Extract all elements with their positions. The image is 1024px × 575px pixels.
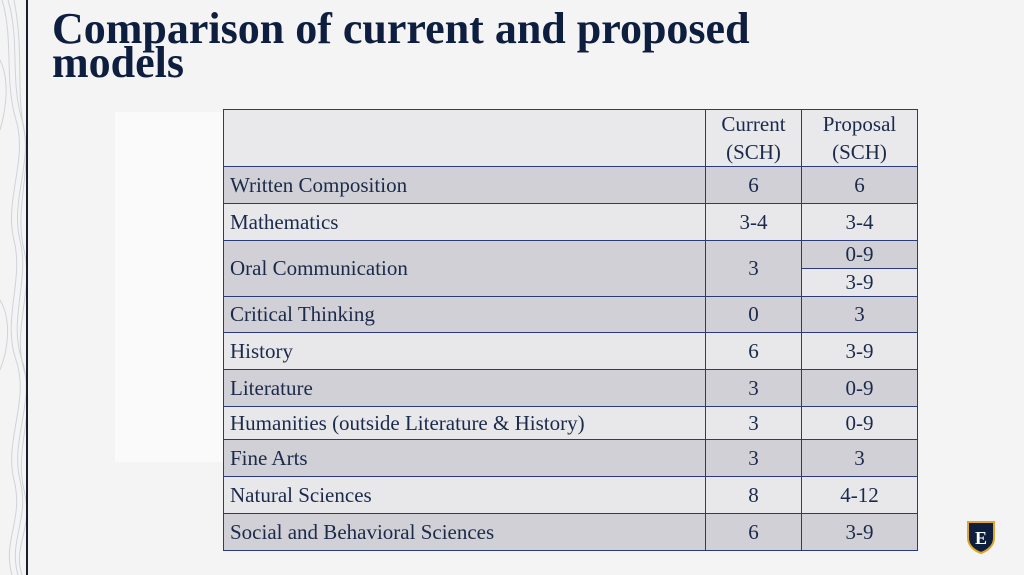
current-cell: 3: [705, 369, 802, 407]
table-row: Oral Communication 3 0-9: [223, 240, 918, 297]
current-cell: 6: [705, 513, 802, 551]
current-cell: 8: [705, 476, 802, 514]
subject-cell: Fine Arts: [223, 439, 706, 477]
current-cell: 3-4: [705, 203, 802, 241]
left-border-line: [26, 0, 28, 575]
proposal-cell: 4-12: [801, 476, 918, 514]
table-row: Written Composition 6 6: [223, 166, 918, 204]
proposal-cell: 3: [801, 296, 918, 333]
subject-cell: History: [223, 332, 706, 370]
table-row: Mathematics 3-4 3-4: [223, 203, 918, 241]
current-cell: 6: [705, 332, 802, 370]
subject-cell: Oral Communication: [223, 240, 706, 297]
table-subrow: 3-9: [224, 268, 918, 297]
current-cell: 3: [705, 406, 802, 440]
proposal-cell: 0-9: [801, 369, 918, 407]
logo-letter: E: [975, 528, 987, 548]
header-proposal: Proposal (SCH): [801, 109, 918, 167]
proposal-cell-a: 0-9: [801, 240, 918, 269]
topographic-pattern: [0, 0, 29, 575]
current-cell: 6: [705, 166, 802, 204]
table-row: Social and Behavioral Sciences 6 3-9: [223, 513, 918, 551]
subject-cell: Humanities (outside Literature & History…: [223, 406, 706, 440]
proposal-cell: 3-9: [801, 513, 918, 551]
current-cell: 3: [705, 240, 802, 297]
subject-cell: Natural Sciences: [223, 476, 706, 514]
table-row: Humanities (outside Literature & History…: [223, 406, 918, 440]
subject-cell: Mathematics: [223, 203, 706, 241]
proposal-cell: 3-9: [801, 332, 918, 370]
header-subject: [223, 109, 706, 167]
proposal-cell: 6: [801, 166, 918, 204]
header-current: Current (SCH): [705, 109, 802, 167]
current-cell: 3: [705, 439, 802, 477]
table-row: Literature 3 0-9: [223, 369, 918, 407]
comparison-table: Current (SCH) Proposal (SCH) Written Com…: [223, 109, 918, 551]
table-header-row: Current (SCH) Proposal (SCH): [223, 109, 918, 167]
subject-cell: Critical Thinking: [223, 296, 706, 333]
proposal-cell: 0-9: [801, 406, 918, 440]
subject-cell: Social and Behavioral Sciences: [223, 513, 706, 551]
slide-title: Comparison of current and proposed model…: [52, 4, 750, 87]
table-row: History 6 3-9: [223, 332, 918, 370]
proposal-cell: 3-4: [801, 203, 918, 241]
subject-cell: Written Composition: [223, 166, 706, 204]
table-row: Critical Thinking 0 3: [223, 296, 918, 333]
proposal-cell: 3: [801, 439, 918, 477]
table-row: Natural Sciences 8 4-12: [223, 476, 918, 514]
proposal-cell-b: 3-9: [801, 268, 918, 297]
table-row: Fine Arts 3 3: [223, 439, 918, 477]
subject-cell: Literature: [223, 369, 706, 407]
shield-e-icon: E: [967, 521, 995, 554]
current-cell: 0: [705, 296, 802, 333]
